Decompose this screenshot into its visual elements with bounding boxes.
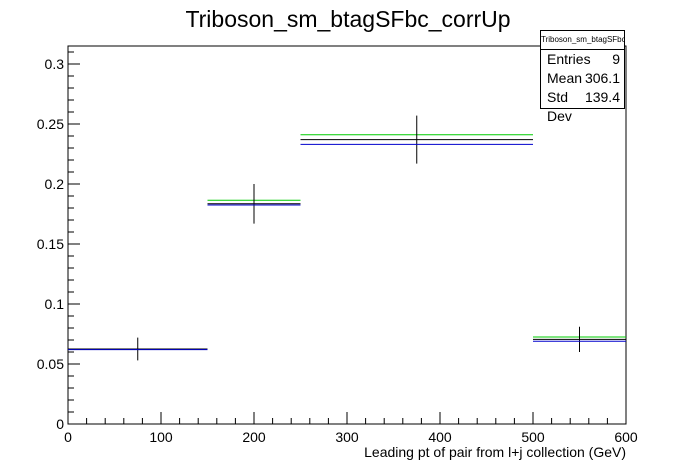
y-tick-label: 0: [56, 416, 64, 432]
stats-value: 139.4: [584, 89, 620, 105]
stats-row-entries: Entries 9: [541, 50, 624, 69]
y-tick-label: 0.25: [37, 116, 64, 132]
chart-title: Triboson_sm_btagSFbc_corrUp: [185, 6, 510, 32]
x-tick-label: 100: [149, 429, 173, 445]
y-tick-label: 0.3: [45, 56, 65, 72]
x-tick-label: 400: [428, 429, 452, 445]
stats-row-mean: Mean 306.1: [541, 69, 624, 88]
x-tick-label: 500: [521, 429, 545, 445]
stats-row-std-dev: Std Dev 139.4: [541, 88, 624, 126]
stats-box: Triboson_sm_btagSFbc_corrUp Entries 9 Me…: [540, 30, 625, 124]
stats-value: 306.1: [584, 70, 620, 86]
y-tick-label: 0.1: [45, 296, 65, 312]
stats-label: Std Dev: [547, 89, 572, 124]
histogram-marks: [68, 115, 626, 361]
x-tick-label: 300: [335, 429, 359, 445]
y-tick-label: 0.2: [45, 176, 65, 192]
stats-label: Entries: [547, 51, 591, 67]
y-tick-label: 0.15: [37, 236, 64, 252]
x-tick-label: 0: [64, 429, 72, 445]
stats-label: Mean: [547, 70, 583, 86]
stats-box-title: Triboson_sm_btagSFbc_corrUp: [541, 31, 624, 50]
y-tick-label: 0.05: [37, 356, 64, 372]
axes: 0 100 200 300 400 500 600 0 0.05 0.1 0.15 0.2 0.25 0.…: [37, 51, 638, 445]
stats-value: 9: [612, 51, 620, 67]
x-tick-label: 600: [614, 429, 638, 445]
x-axis-label: Leading pt of pair from l+j collection (…: [364, 444, 626, 460]
x-tick-label: 200: [242, 429, 266, 445]
